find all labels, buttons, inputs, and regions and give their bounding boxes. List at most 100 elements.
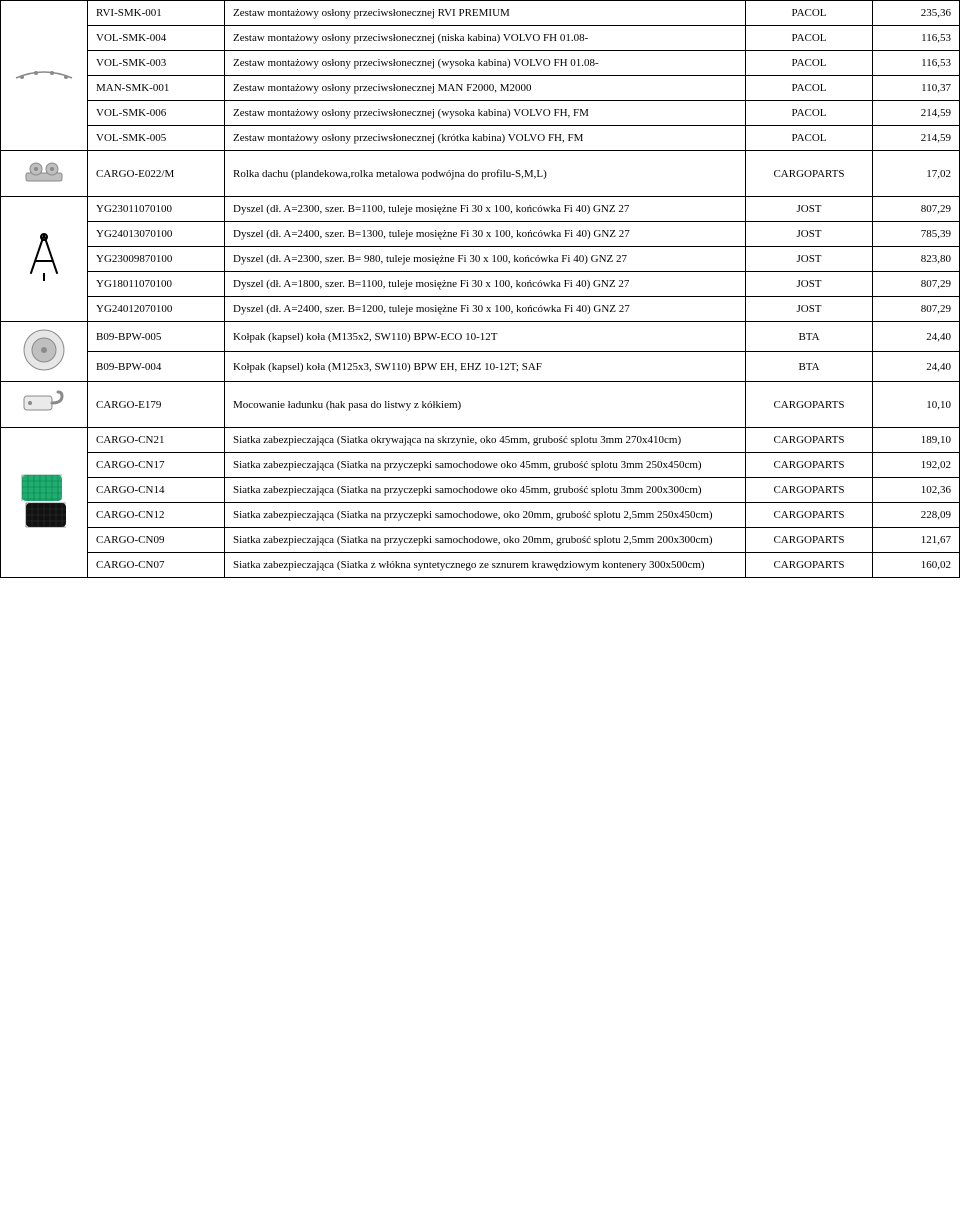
table-row: CARGO-E022/MRolka dachu (plandekowa,rolk… bbox=[1, 151, 960, 197]
product-price: 228,09 bbox=[873, 503, 960, 528]
product-description: Mocowanie ładunku (hak pasa do listwy z … bbox=[225, 382, 746, 428]
product-price: 235,36 bbox=[873, 1, 960, 26]
product-brand: CARGOPARTS bbox=[746, 151, 873, 197]
product-code: CARGO-CN12 bbox=[88, 503, 225, 528]
product-code: YG24013070100 bbox=[88, 222, 225, 247]
roller-icon bbox=[22, 157, 66, 187]
product-code: CARGO-CN21 bbox=[88, 428, 225, 453]
product-code: CARGO-CN07 bbox=[88, 553, 225, 578]
product-brand: BTA bbox=[746, 322, 873, 352]
product-brand: CARGOPARTS bbox=[746, 553, 873, 578]
product-code: VOL-SMK-003 bbox=[88, 51, 225, 76]
product-description: Dyszel (dł. A=2400, szer. B=1200, tuleje… bbox=[225, 297, 746, 322]
product-brand: PACOL bbox=[746, 1, 873, 26]
product-price: 214,59 bbox=[873, 101, 960, 126]
product-brand: CARGOPARTS bbox=[746, 478, 873, 503]
product-price: 823,80 bbox=[873, 247, 960, 272]
table-row: B09-BPW-005Kołpak (kapsel) koła (M135x2,… bbox=[1, 322, 960, 352]
product-price: 807,29 bbox=[873, 297, 960, 322]
table-row: YG18011070100Dyszel (dł. A=1800, szer. B… bbox=[1, 272, 960, 297]
table-row: CARGO-CN09Siatka zabezpieczająca (Siatka… bbox=[1, 528, 960, 553]
product-description: Siatka zabezpieczająca (Siatka na przycz… bbox=[225, 453, 746, 478]
product-description: Rolka dachu (plandekowa,rolka metalowa p… bbox=[225, 151, 746, 197]
product-price: 102,36 bbox=[873, 478, 960, 503]
table-row: B09-BPW-004Kołpak (kapsel) koła (M125x3,… bbox=[1, 352, 960, 382]
product-image-cell bbox=[1, 322, 88, 382]
product-price: 214,59 bbox=[873, 126, 960, 151]
product-description: Siatka zabezpieczająca (Siatka na przycz… bbox=[225, 503, 746, 528]
product-description: Siatka zabezpieczająca (Siatka okrywając… bbox=[225, 428, 746, 453]
bracket-icon bbox=[14, 62, 74, 86]
product-brand: BTA bbox=[746, 352, 873, 382]
product-description: Dyszel (dł. A=2300, szer. B=1100, tuleje… bbox=[225, 197, 746, 222]
product-brand: JOST bbox=[746, 222, 873, 247]
table-row: YG24013070100Dyszel (dł. A=2400, szer. B… bbox=[1, 222, 960, 247]
product-description: Dyszel (dł. A=1800, szer. B=1100, tuleje… bbox=[225, 272, 746, 297]
table-row: VOL-SMK-004Zestaw montażowy osłony przec… bbox=[1, 26, 960, 51]
product-description: Dyszel (dł. A=2400, szer. B=1300, tuleje… bbox=[225, 222, 746, 247]
product-price: 189,10 bbox=[873, 428, 960, 453]
product-brand: CARGOPARTS bbox=[746, 382, 873, 428]
product-brand: PACOL bbox=[746, 26, 873, 51]
net-icon bbox=[20, 473, 68, 529]
table-row: CARGO-CN17Siatka zabezpieczająca (Siatka… bbox=[1, 453, 960, 478]
product-code: CARGO-CN17 bbox=[88, 453, 225, 478]
product-price: 160,02 bbox=[873, 553, 960, 578]
table-row: CARGO-CN14Siatka zabezpieczająca (Siatka… bbox=[1, 478, 960, 503]
product-description: Zestaw montażowy osłony przeciwsłoneczne… bbox=[225, 51, 746, 76]
product-price: 10,10 bbox=[873, 382, 960, 428]
product-price: 785,39 bbox=[873, 222, 960, 247]
product-description: Zestaw montażowy osłony przeciwsłoneczne… bbox=[225, 1, 746, 26]
product-description: Zestaw montażowy osłony przeciwsłoneczne… bbox=[225, 26, 746, 51]
product-code: CARGO-E179 bbox=[88, 382, 225, 428]
aframe-icon bbox=[27, 233, 61, 283]
product-code: CARGO-E022/M bbox=[88, 151, 225, 197]
product-code: YG24012070100 bbox=[88, 297, 225, 322]
product-brand: CARGOPARTS bbox=[746, 453, 873, 478]
product-description: Zestaw montażowy osłony przeciwsłoneczne… bbox=[225, 126, 746, 151]
product-code: B09-BPW-005 bbox=[88, 322, 225, 352]
product-brand: JOST bbox=[746, 247, 873, 272]
product-code: MAN-SMK-001 bbox=[88, 76, 225, 101]
product-price: 192,02 bbox=[873, 453, 960, 478]
product-brand: JOST bbox=[746, 297, 873, 322]
product-image-cell bbox=[1, 1, 88, 151]
product-description: Kołpak (kapsel) koła (M135x2, SW110) BPW… bbox=[225, 322, 746, 352]
product-price: 116,53 bbox=[873, 26, 960, 51]
product-description: Dyszel (dł. A=2300, szer. B= 980, tuleje… bbox=[225, 247, 746, 272]
product-brand: PACOL bbox=[746, 126, 873, 151]
product-brand: CARGOPARTS bbox=[746, 428, 873, 453]
product-price: 24,40 bbox=[873, 352, 960, 382]
product-description: Kołpak (kapsel) koła (M125x3, SW110) BPW… bbox=[225, 352, 746, 382]
table-row: VOL-SMK-005Zestaw montażowy osłony przec… bbox=[1, 126, 960, 151]
table-row: YG23009870100Dyszel (dł. A=2300, szer. B… bbox=[1, 247, 960, 272]
table-row: YG24012070100Dyszel (dł. A=2400, szer. B… bbox=[1, 297, 960, 322]
product-code: YG23009870100 bbox=[88, 247, 225, 272]
product-price: 24,40 bbox=[873, 322, 960, 352]
product-image-cell bbox=[1, 197, 88, 322]
product-image-cell bbox=[1, 428, 88, 578]
product-brand: CARGOPARTS bbox=[746, 528, 873, 553]
product-description: Zestaw montażowy osłony przeciwsłoneczne… bbox=[225, 76, 746, 101]
table-row: MAN-SMK-001Zestaw montażowy osłony przec… bbox=[1, 76, 960, 101]
product-description: Siatka zabezpieczająca (Siatka na przycz… bbox=[225, 528, 746, 553]
hook-icon bbox=[20, 388, 68, 418]
product-price: 116,53 bbox=[873, 51, 960, 76]
product-code: VOL-SMK-004 bbox=[88, 26, 225, 51]
product-description: Zestaw montażowy osłony przeciwsłoneczne… bbox=[225, 101, 746, 126]
product-brand: PACOL bbox=[746, 101, 873, 126]
table-row: YG23011070100Dyszel (dł. A=2300, szer. B… bbox=[1, 197, 960, 222]
parts-table: RVI-SMK-001Zestaw montażowy osłony przec… bbox=[0, 0, 960, 578]
product-price: 807,29 bbox=[873, 197, 960, 222]
table-row: VOL-SMK-003Zestaw montażowy osłony przec… bbox=[1, 51, 960, 76]
table-row: CARGO-CN12Siatka zabezpieczająca (Siatka… bbox=[1, 503, 960, 528]
product-code: YG18011070100 bbox=[88, 272, 225, 297]
product-price: 807,29 bbox=[873, 272, 960, 297]
product-price: 121,67 bbox=[873, 528, 960, 553]
product-code: VOL-SMK-005 bbox=[88, 126, 225, 151]
product-code: CARGO-CN09 bbox=[88, 528, 225, 553]
product-brand: JOST bbox=[746, 197, 873, 222]
product-price: 110,37 bbox=[873, 76, 960, 101]
table-row: CARGO-CN07Siatka zabezpieczająca (Siatka… bbox=[1, 553, 960, 578]
product-code: VOL-SMK-006 bbox=[88, 101, 225, 126]
